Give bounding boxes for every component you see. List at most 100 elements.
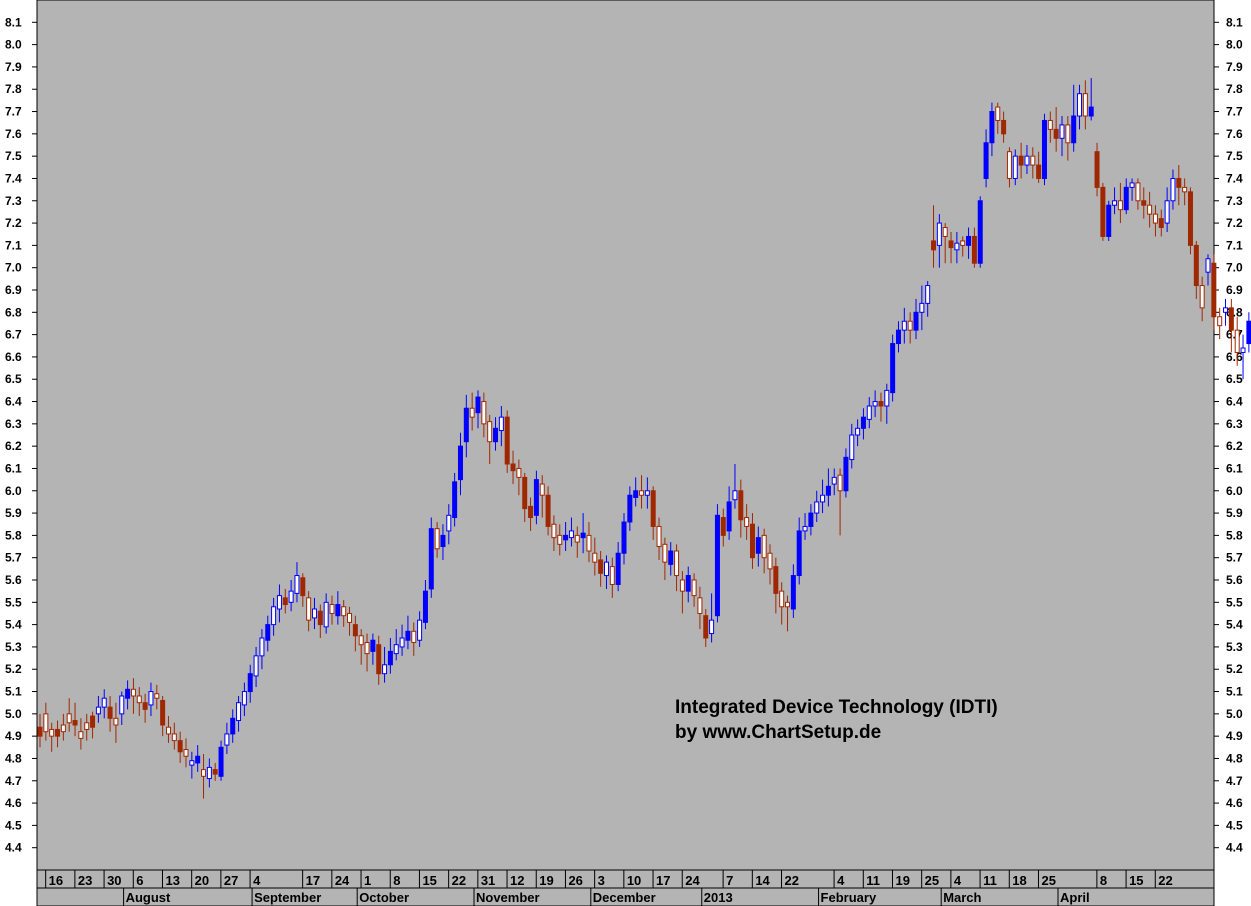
candle-body bbox=[78, 731, 84, 739]
candle-body bbox=[101, 697, 107, 708]
date-axis: 16 23 30 6 13 20 27 4 17 24 1 8 15 22 31 12 19 26 3 10 17 24 7… bbox=[37, 870, 1214, 889]
candle-body bbox=[1193, 244, 1199, 287]
candle-body bbox=[49, 728, 55, 737]
date-tick-label: 12 bbox=[510, 873, 524, 888]
date-tick-label: 4 bbox=[837, 873, 845, 888]
month-label: August bbox=[126, 890, 171, 905]
candle-body bbox=[323, 601, 329, 628]
date-tick-label: 7 bbox=[726, 873, 733, 888]
month-label: February bbox=[821, 890, 877, 905]
month-label: March bbox=[943, 890, 981, 905]
candle-body bbox=[154, 693, 160, 699]
y-tick-label-left: 6.1 bbox=[5, 461, 22, 475]
candle-body bbox=[358, 635, 364, 646]
date-tick-label: 6 bbox=[136, 873, 143, 888]
candle-body bbox=[539, 483, 545, 496]
candle-body bbox=[802, 525, 808, 532]
candle-body bbox=[860, 416, 866, 429]
y-tick-label-right: 7.9 bbox=[1226, 60, 1243, 74]
candle-body bbox=[913, 311, 919, 331]
candle-body bbox=[1018, 155, 1024, 166]
y-tick-label-right: 7.4 bbox=[1226, 171, 1243, 185]
candle-body bbox=[849, 434, 855, 461]
month-label: September bbox=[254, 890, 321, 905]
chart-subtitle: by www.ChartSetup.de bbox=[675, 722, 881, 743]
candle-body bbox=[300, 577, 306, 597]
y-tick-label-right: 5.3 bbox=[1226, 640, 1243, 654]
y-tick-label-right: 7.7 bbox=[1226, 105, 1243, 119]
y-tick-label-right: 7.8 bbox=[1226, 82, 1243, 96]
candle-body bbox=[1211, 262, 1217, 318]
candle-body bbox=[224, 733, 230, 746]
date-tick-label: 14 bbox=[755, 873, 770, 888]
date-tick-label: 16 bbox=[49, 873, 63, 888]
y-tick-label-right: 6.9 bbox=[1226, 283, 1243, 297]
candle-body bbox=[189, 760, 195, 766]
candle-body bbox=[901, 320, 907, 331]
candle-body bbox=[831, 476, 837, 485]
y-tick-label-left: 4.5 bbox=[5, 818, 22, 832]
candle-body bbox=[434, 528, 440, 550]
candle-body bbox=[545, 494, 551, 527]
candle-body bbox=[457, 445, 463, 481]
y-tick-label-right: 8.1 bbox=[1226, 15, 1243, 29]
candle-body bbox=[1059, 124, 1065, 139]
candle-body bbox=[790, 575, 796, 610]
candle-body bbox=[966, 235, 972, 246]
y-tick-label-left: 6.0 bbox=[5, 484, 22, 498]
candle-body bbox=[662, 543, 668, 563]
candle-body bbox=[119, 695, 125, 715]
candle-body bbox=[1036, 164, 1042, 179]
candle-body bbox=[650, 490, 656, 527]
candle-body bbox=[72, 720, 78, 726]
y-tick-label-left: 4.6 bbox=[5, 796, 22, 810]
y-tick-label-left: 7.8 bbox=[5, 82, 22, 96]
candle-body bbox=[206, 766, 212, 780]
candle-body bbox=[971, 235, 977, 264]
y-tick-label-left: 7.4 bbox=[5, 171, 22, 185]
y-tick-label-left: 4.8 bbox=[5, 751, 22, 765]
date-tick-label: 30 bbox=[107, 873, 121, 888]
date-tick-label: 8 bbox=[393, 873, 400, 888]
candle-body bbox=[551, 523, 557, 539]
candle-body bbox=[744, 517, 750, 527]
date-tick-label: 10 bbox=[627, 873, 641, 888]
y-tick-label-left: 6.6 bbox=[5, 350, 22, 364]
candle-body bbox=[1077, 93, 1083, 117]
candle-body bbox=[195, 755, 201, 764]
candle-body bbox=[230, 717, 236, 735]
candle-body bbox=[311, 608, 317, 619]
candle-body bbox=[814, 501, 820, 514]
candle-body bbox=[335, 604, 341, 617]
candle-body bbox=[796, 530, 802, 577]
month-label: December bbox=[593, 890, 656, 905]
candle-body bbox=[317, 610, 323, 626]
candle-body bbox=[446, 514, 452, 532]
date-tick-label: 18 bbox=[1012, 873, 1026, 888]
candle-body bbox=[276, 595, 282, 610]
y-tick-label-left: 4.4 bbox=[5, 841, 22, 855]
candle-body bbox=[603, 561, 609, 577]
y-tick-label-right: 4.8 bbox=[1226, 751, 1243, 765]
candle-body bbox=[236, 702, 242, 722]
candle-body bbox=[709, 619, 715, 635]
candle-body bbox=[428, 528, 434, 590]
candle-body bbox=[668, 550, 674, 565]
candle-body bbox=[639, 490, 645, 496]
date-tick-label: 4 bbox=[954, 873, 962, 888]
candle-body bbox=[422, 590, 428, 623]
candle-body bbox=[779, 590, 785, 608]
date-tick-label: 19 bbox=[539, 873, 553, 888]
candle-body bbox=[43, 713, 49, 733]
candle-body bbox=[294, 575, 300, 594]
y-tick-label-right: 6.1 bbox=[1226, 461, 1243, 475]
candle-body bbox=[761, 534, 767, 559]
candle-body bbox=[843, 456, 849, 492]
candle-body bbox=[960, 240, 966, 246]
y-tick-label-right: 4.9 bbox=[1226, 729, 1243, 743]
candle-body bbox=[872, 401, 878, 407]
candle-body bbox=[113, 717, 119, 726]
candle-body bbox=[522, 476, 528, 510]
y-tick-label-right: 7.2 bbox=[1226, 216, 1243, 230]
